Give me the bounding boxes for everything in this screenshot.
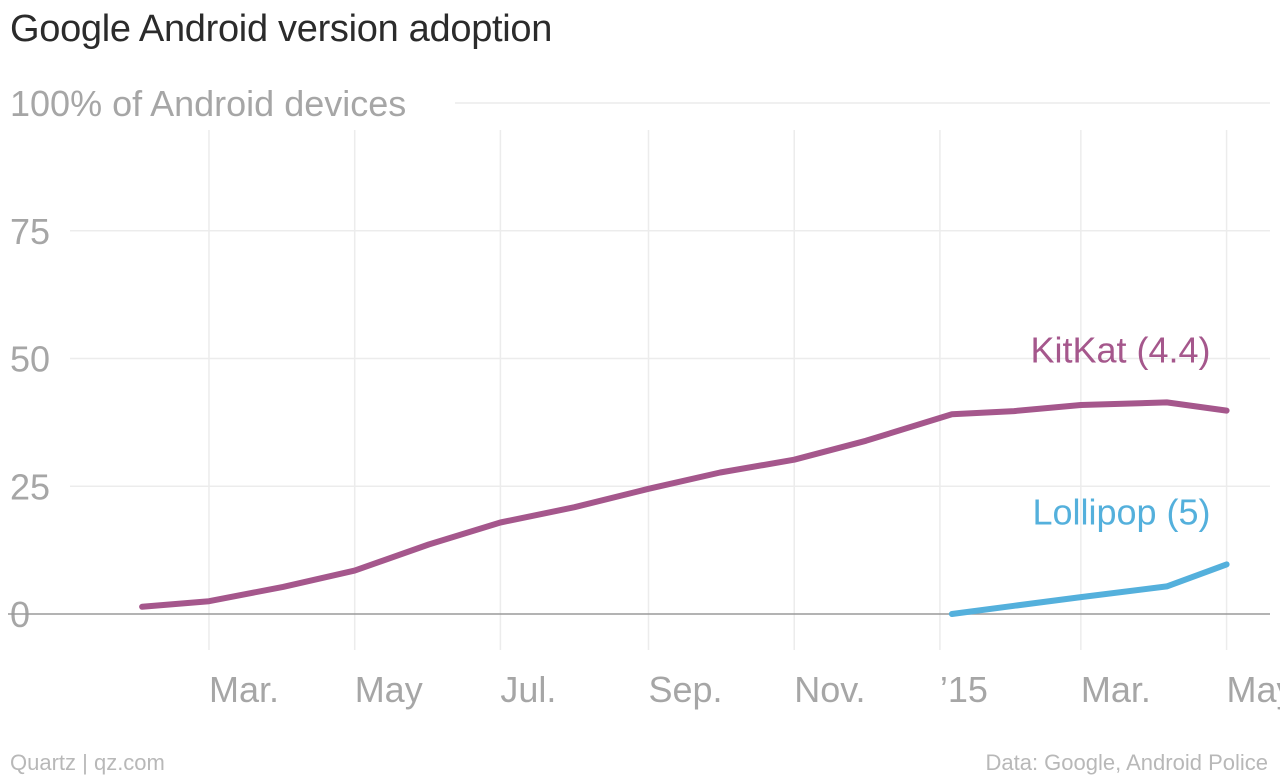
x-tick-label: Jul. [500, 669, 556, 710]
series-line [139, 399, 1230, 610]
chart-title: Google Android version adoption [10, 8, 553, 50]
series-line [948, 561, 1230, 617]
x-axis-labels: Mar. May Jul. Sep. Nov. ’15 Mar. May [209, 669, 1280, 710]
x-tick-label: Nov. [794, 669, 865, 710]
x-tick-label: Sep. [649, 669, 723, 710]
y-tick-label: 100% of Android devices [10, 83, 406, 124]
x-tick-label: May [355, 669, 423, 710]
y-tick-label: 75 [10, 211, 50, 252]
y-gridlines [70, 102, 1270, 487]
series-lines [139, 399, 1230, 617]
series-label: Lollipop (5) [1032, 491, 1210, 532]
series-label: KitKat (4.4) [1030, 329, 1210, 370]
series-labels: KitKat (4.4) Lollipop (5) [1030, 329, 1210, 532]
x-tick-label: Mar. [1081, 669, 1151, 710]
footer-credit: Quartz | qz.com [10, 750, 165, 775]
footer-source: Data: Google, Android Police [985, 750, 1268, 775]
x-gridlines [208, 130, 1228, 650]
x-tick-label: Mar. [209, 669, 279, 710]
y-tick-label: 25 [10, 466, 50, 507]
x-tick-label: ’15 [940, 669, 988, 710]
y-tick-label: 50 [10, 339, 50, 380]
x-tick-label: May [1227, 669, 1280, 710]
